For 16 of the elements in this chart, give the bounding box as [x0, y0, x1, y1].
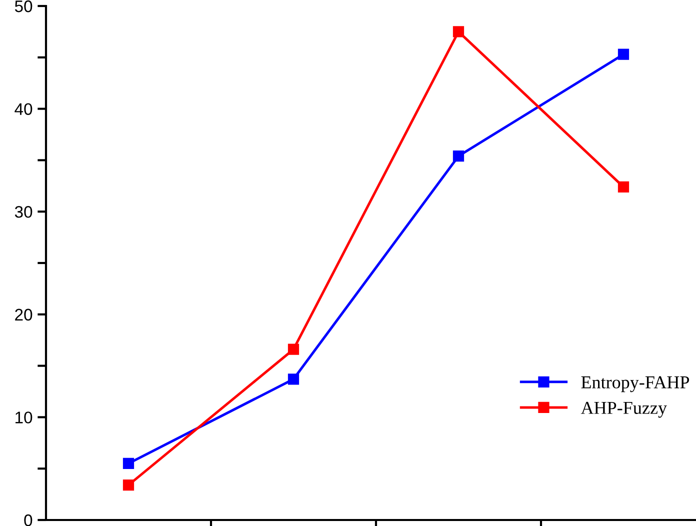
point: [618, 48, 630, 60]
point: [288, 374, 300, 385]
legend-label: AHP-Fuzzy: [580, 402, 667, 418]
legend-label: Entropy-FAHP: [581, 376, 690, 392]
point: [122, 458, 134, 470]
point: [618, 181, 630, 192]
point: [452, 26, 464, 38]
y-tick-label: 40: [14, 103, 32, 116]
y-tick-label: 50: [14, 0, 32, 12]
y-tick-label: 0: [24, 514, 32, 526]
point: [452, 150, 464, 162]
point: [288, 344, 300, 355]
y-tick-label: 10: [16, 412, 32, 424]
point: [122, 479, 134, 491]
y-tick-label: 30: [14, 206, 32, 218]
y-tick-label: 20: [15, 308, 32, 321]
